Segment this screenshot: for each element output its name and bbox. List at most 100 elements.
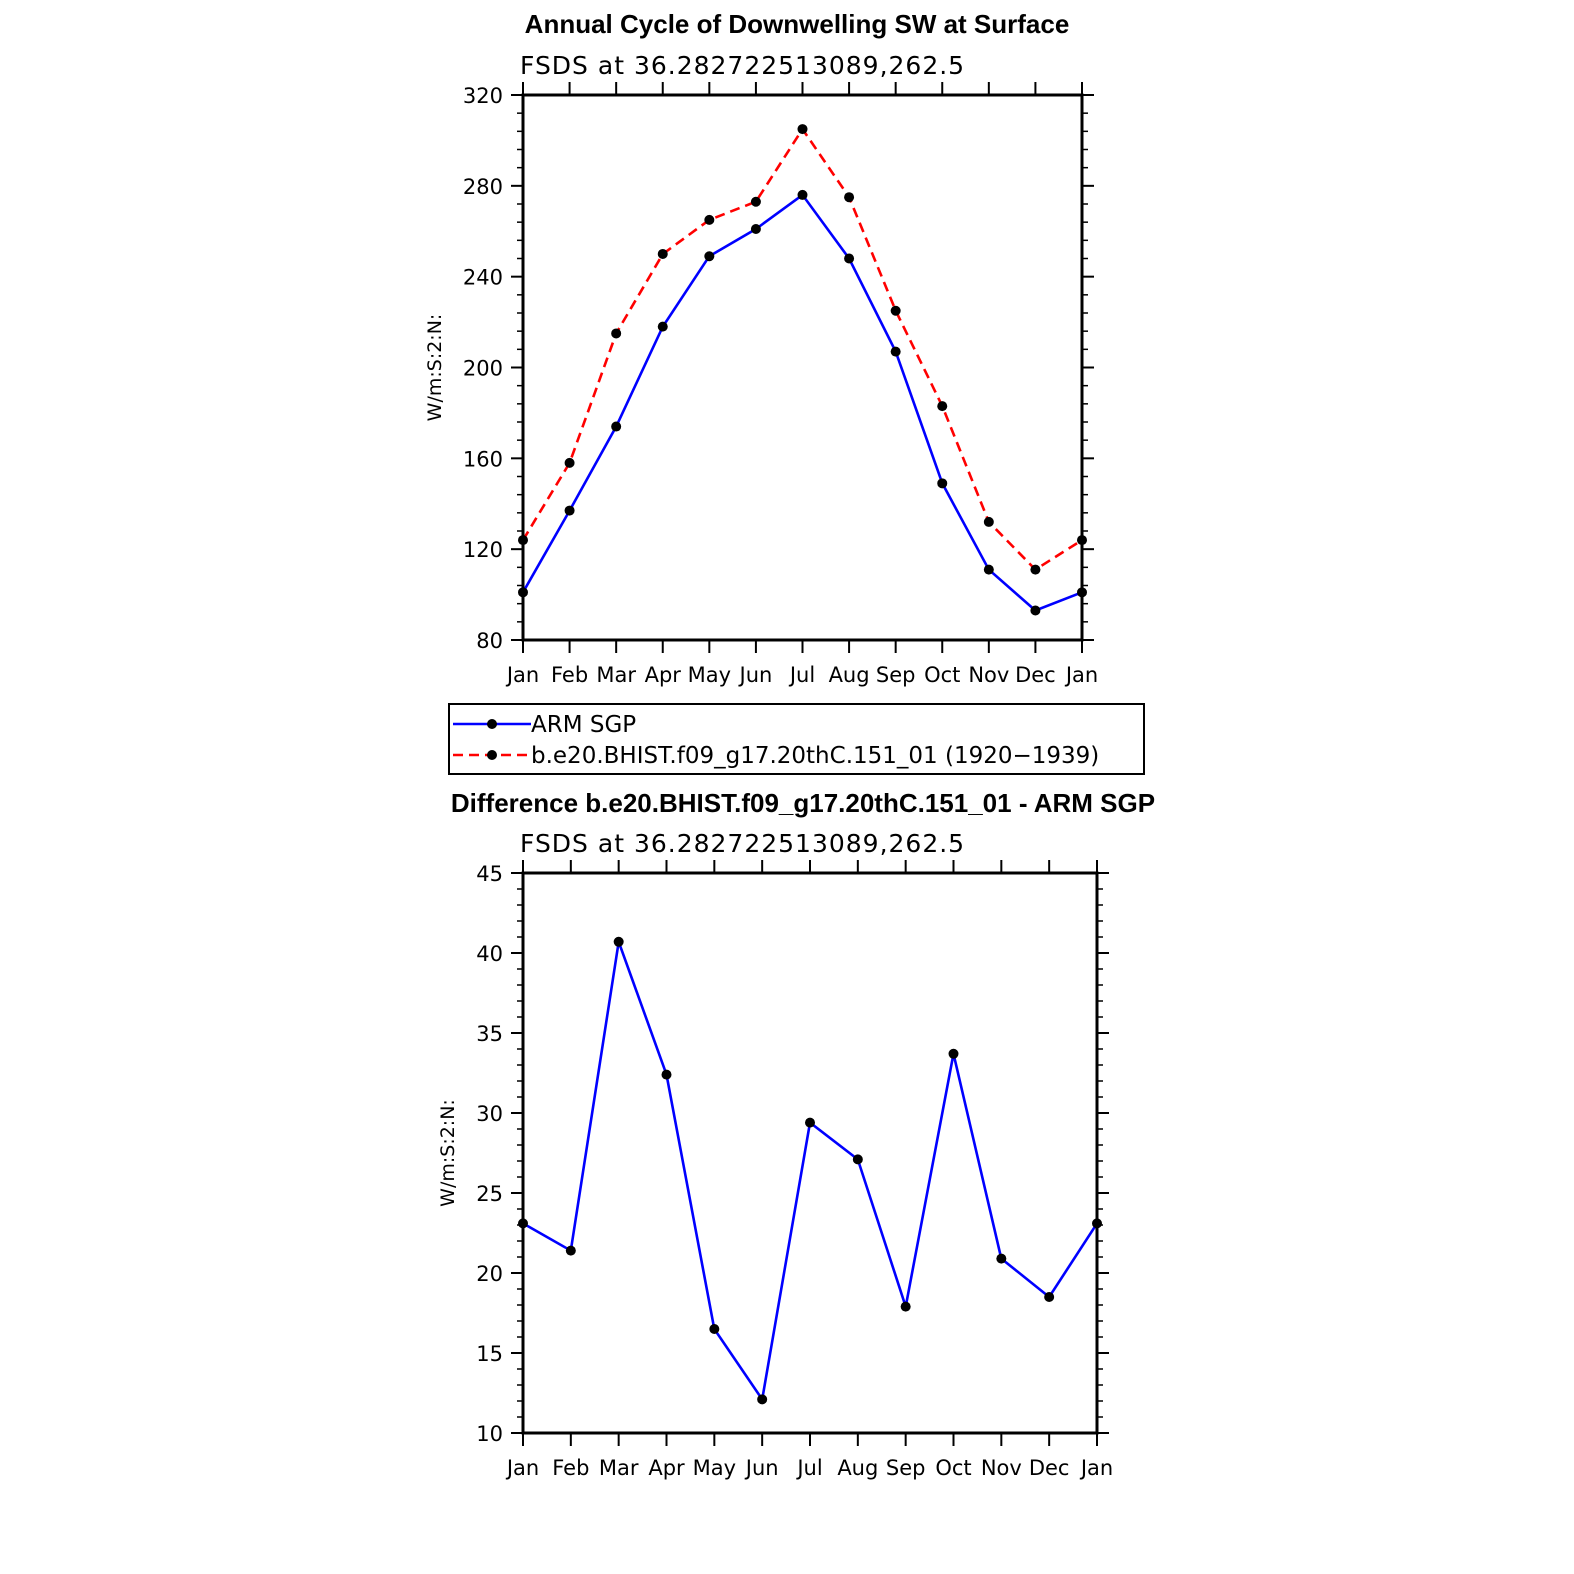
chart-1: Annual Cycle of Downwelling SW at Surfac… [424, 9, 1145, 775]
x-tick-label: May [693, 1456, 736, 1480]
legend-label: b.e20.BHIST.f09_g17.20thC.151_01 (1920−1… [531, 743, 1099, 769]
legend-box [448, 703, 1145, 775]
chart-subtitle: FSDS at 36.282722513089,262.5 [520, 51, 965, 80]
x-tick-label: Mar [596, 663, 636, 687]
legend-swatch-marker [487, 719, 497, 729]
x-tick-label: Apr [645, 663, 682, 687]
data-point [657, 321, 668, 332]
x-tick-label: Sep [876, 663, 916, 687]
y-tick-label: 320 [463, 84, 503, 108]
data-point [805, 1117, 815, 1128]
y-tick-label: 280 [463, 175, 503, 199]
data-point [757, 1394, 768, 1405]
x-tick-label: Jan [505, 1456, 539, 1480]
data-point [1044, 1292, 1055, 1302]
x-tick-label: Oct [935, 1456, 971, 1480]
series-1 [518, 936, 1102, 1405]
x-tick-label: Jun [738, 663, 773, 687]
data-point [844, 192, 855, 203]
y-axis: 10 15 20 25 30 35 40 45 [476, 862, 1109, 1446]
y-tick-label: 120 [463, 538, 503, 562]
x-tick-label: Jan [1079, 1456, 1113, 1480]
x-tick-label: Dec [1015, 663, 1056, 687]
y-tick-label: 160 [463, 447, 503, 471]
legend: ARM SGP b.e20.BHIST.f09_g17.20thC.151_01 … [448, 703, 1145, 775]
data-point [890, 346, 901, 357]
data-point [564, 505, 575, 516]
x-axis: Jan Feb Mar Apr May Jun Jul Aug Sep Oct Nov Dec Jan [505, 860, 1113, 1480]
y-tick-label: 15 [476, 1342, 503, 1366]
y-tick-label: 200 [463, 357, 503, 381]
data-point [709, 1324, 720, 1334]
data-point [937, 401, 948, 412]
data-point [948, 1048, 959, 1059]
x-tick-label: Jul [795, 1456, 822, 1480]
x-tick-label: Sep [886, 1456, 926, 1480]
x-axis: Jan Feb Mar Apr May Jun Jul Aug Sep Oct Nov Dec Jan [505, 82, 1098, 687]
data-point [750, 196, 761, 207]
data-point [983, 564, 994, 575]
x-tick-label: Jan [1064, 663, 1098, 687]
x-tick-label: Nov [968, 663, 1009, 687]
data-point [900, 1301, 911, 1312]
data-point [657, 248, 668, 259]
x-tick-label: Jul [788, 663, 815, 687]
series-1 [518, 189, 1087, 616]
data-point [852, 1154, 863, 1165]
data-point [996, 1253, 1007, 1264]
y-tick-label: 45 [476, 862, 503, 886]
x-tick-label: Nov [981, 1456, 1022, 1480]
x-tick-label: Oct [924, 663, 960, 687]
data-point [1092, 1218, 1102, 1229]
y-tick-label: 80 [476, 629, 503, 653]
series-line [521, 193, 1083, 612]
y-axis: 80 120 160 200 240 280 320 [463, 84, 1094, 653]
y-tick-label: 10 [476, 1422, 503, 1446]
data-point [613, 936, 624, 947]
chart-title: Annual Cycle of Downwelling SW at Surfac… [525, 9, 1070, 39]
data-point [1077, 535, 1087, 546]
data-point [937, 478, 948, 489]
x-tick-label: Feb [551, 663, 588, 687]
legend-label: ARM SGP [531, 712, 636, 738]
data-point [564, 457, 575, 468]
data-point [611, 328, 622, 339]
data-point [704, 251, 715, 262]
data-point [1030, 605, 1041, 616]
data-point [1077, 587, 1087, 598]
chart-2: Difference b.e20.BHIST.f09_g17.20thC.151… [437, 788, 1155, 1480]
data-point [518, 1218, 528, 1229]
data-point [983, 516, 994, 527]
y-tick-label: 20 [476, 1262, 503, 1286]
data-point [797, 124, 808, 135]
y-tick-label: 40 [476, 942, 503, 966]
y-tick-label: 240 [463, 266, 503, 290]
data-point [704, 214, 715, 225]
data-point [1030, 564, 1041, 575]
x-tick-label: Mar [599, 1456, 639, 1480]
data-point [750, 223, 761, 234]
series-2 [518, 124, 1087, 575]
x-tick-label: Feb [552, 1456, 589, 1480]
data-point [518, 587, 528, 598]
y-axis-label: W/m:S:2:N: [437, 1099, 459, 1207]
x-tick-label: Jan [505, 663, 539, 687]
data-point [565, 1245, 576, 1256]
plot-frame [521, 93, 1084, 642]
y-tick-label: 30 [476, 1102, 503, 1126]
y-axis-label: W/m:S:2:N: [424, 314, 446, 422]
series-line [522, 941, 1099, 1403]
x-tick-label: Aug [837, 1456, 878, 1480]
data-point [518, 535, 528, 546]
y-tick-label: 35 [476, 1022, 503, 1046]
data-point [661, 1069, 672, 1080]
chart-title: Difference b.e20.BHIST.f09_g17.20thC.151… [451, 788, 1155, 818]
x-tick-label: Apr [648, 1456, 685, 1480]
y-tick-label: 25 [476, 1182, 503, 1206]
x-tick-label: Jun [744, 1456, 779, 1480]
data-point [797, 189, 808, 200]
legend-swatch-marker [487, 750, 497, 760]
data-point [844, 253, 855, 264]
x-tick-label: Aug [829, 663, 870, 687]
